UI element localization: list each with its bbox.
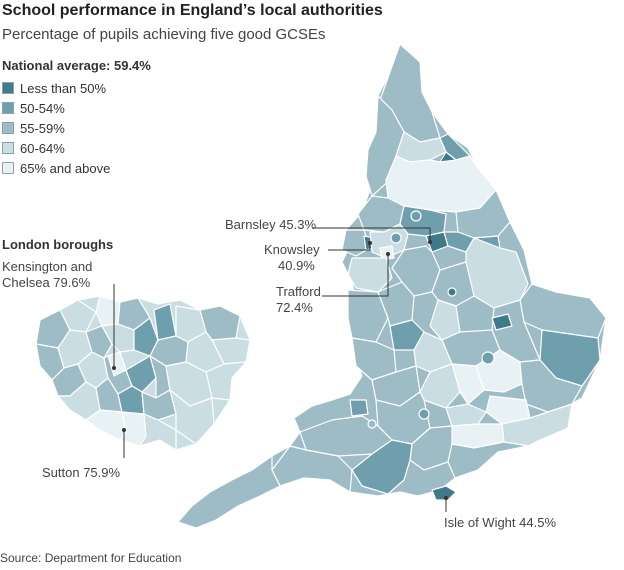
leader-knowsley [328, 243, 371, 251]
legend-label: 55-59% [20, 120, 65, 136]
region-urban-blob [390, 232, 402, 244]
legend-swatch [2, 102, 14, 114]
legend-item-50-54: 50-54% [2, 98, 110, 118]
leader-dot [428, 240, 432, 244]
region-dorset [351, 439, 413, 495]
region-north-yorkshire [385, 155, 497, 213]
legend-label: 50-54% [20, 100, 65, 116]
region-urban-blob [410, 210, 422, 222]
region-cornwall [177, 455, 281, 529]
knowsley-label: Knowsley 40.9% [264, 242, 320, 273]
source-note: Source: Department for Education [0, 551, 182, 565]
region-urban-blob [481, 351, 495, 365]
leader-dot [122, 428, 126, 432]
leader-trafford [322, 254, 389, 297]
legend-item-60-64: 60-64% [2, 138, 110, 158]
kensington-label: Kensington and Chelsea 79.6% [2, 259, 93, 290]
region-cumbria [365, 95, 405, 197]
london-borough [169, 389, 215, 445]
region-peterborough [491, 313, 513, 331]
legend: Less than 50% 50-54% 55-59% 60-64% 65% a… [2, 78, 110, 178]
trafford-label: Trafford 72.4% [276, 284, 321, 315]
legend-item-65-plus: 65% and above [2, 158, 110, 178]
legend-item-55-59: 55-59% [2, 118, 110, 138]
london-borough [85, 325, 113, 359]
region-urban-blob [418, 408, 430, 420]
region-sussex [447, 441, 529, 479]
region-manchester [369, 223, 409, 259]
region-urban-blob [367, 419, 377, 429]
legend-swatch [2, 142, 14, 154]
sutton-label: Sutton 75.9% [42, 465, 121, 480]
region-berkshire [445, 403, 487, 427]
map-title: School performance in England’s local au… [2, 2, 383, 19]
legend-swatch [2, 162, 14, 174]
london-borough [95, 295, 121, 327]
region-buckinghamshire [451, 363, 485, 405]
london-boroughs-title: London boroughs [2, 237, 114, 252]
london-borough [125, 355, 157, 393]
region-norfolk [519, 283, 607, 339]
london-inset [35, 295, 251, 451]
legend-item-under-50: Less than 50% [2, 78, 110, 98]
region-isle-of-wight [431, 485, 457, 501]
leader-dot [368, 241, 372, 245]
london-borough [59, 299, 97, 333]
barnsley-label: Barnsley 45.3% [225, 217, 317, 232]
legend-swatch [2, 82, 14, 94]
isle-of-wight-label: Isle of Wight 44.5% [444, 515, 556, 530]
legend-label: 60-64% [20, 140, 65, 156]
legend-label: Less than 50% [20, 80, 107, 96]
leader-barnsley [312, 227, 431, 242]
legend-swatch [2, 122, 14, 134]
leader-dot [444, 496, 448, 500]
map-subtitle: Percentage of pupils achieving five good… [2, 26, 326, 43]
leader-dot [386, 252, 390, 256]
london-borough [139, 413, 177, 451]
region-bristol [349, 399, 369, 417]
legend-label: 65% and above [20, 160, 111, 176]
national-average: National average: 59.4% [2, 58, 151, 73]
region-urban-blob [447, 287, 457, 297]
leader-dot [112, 366, 116, 370]
